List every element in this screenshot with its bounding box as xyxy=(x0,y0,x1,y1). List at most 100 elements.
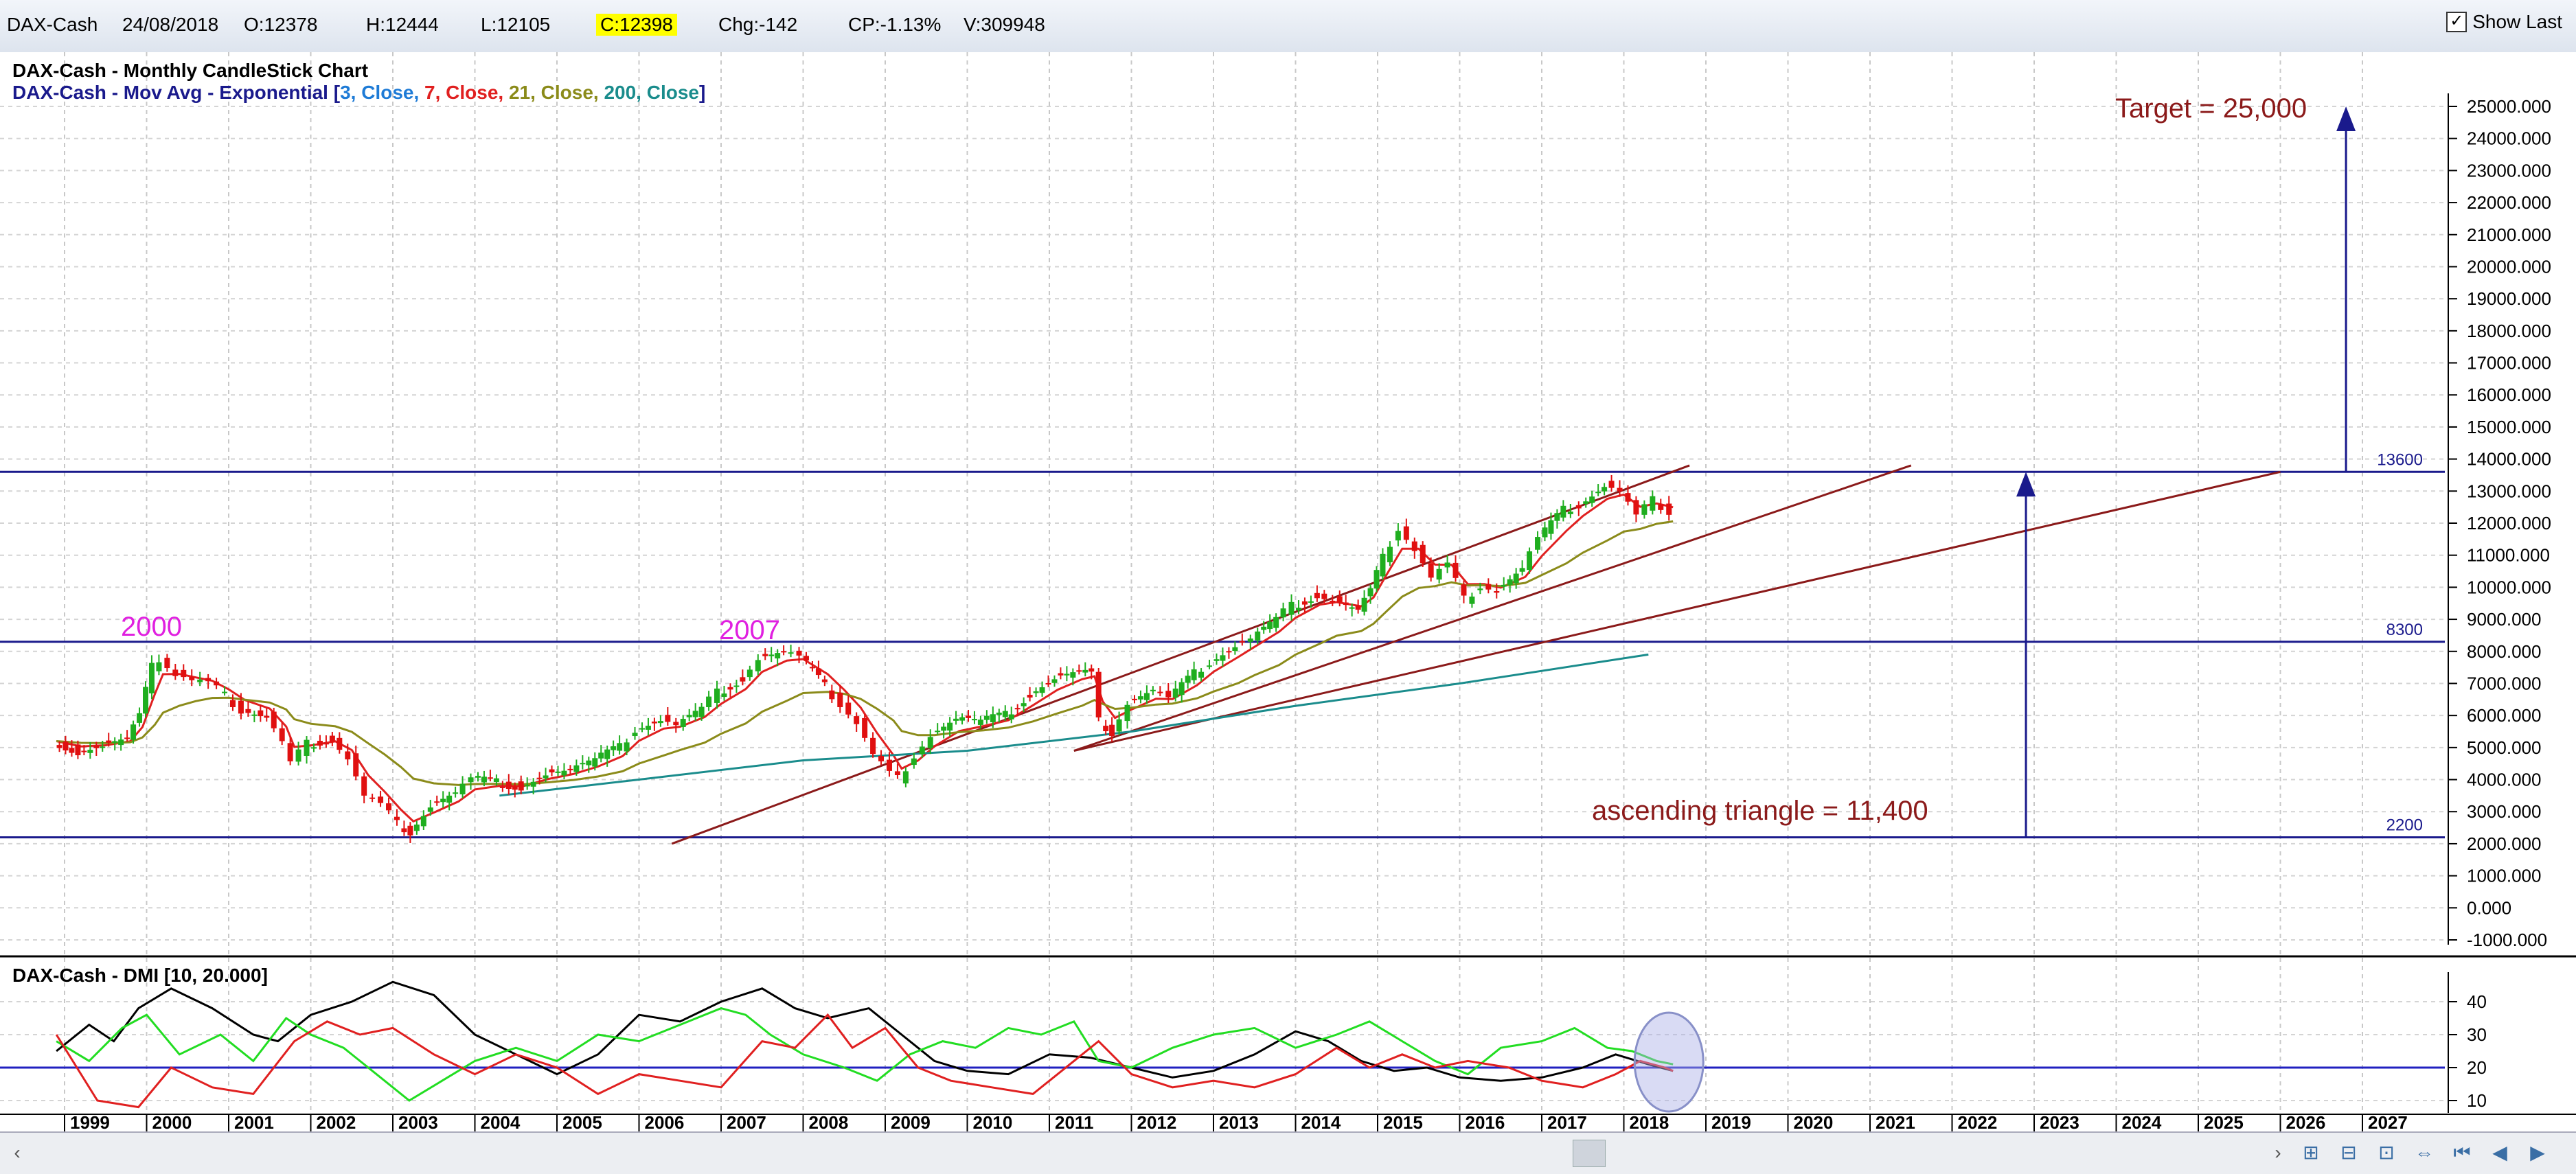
year-tick-label: 2027 xyxy=(2368,1112,2408,1131)
candle-body xyxy=(1485,584,1492,590)
candle-body xyxy=(894,771,900,776)
zoom-in-icon[interactable]: ⊞ xyxy=(2303,1142,2319,1163)
year-tick-label: 2018 xyxy=(1630,1112,1669,1131)
candle-body xyxy=(271,711,277,728)
candle-body xyxy=(941,726,947,731)
show-last-label: Show Last xyxy=(2472,11,2562,32)
candle-body xyxy=(746,669,753,678)
candle-body xyxy=(536,777,543,779)
dmi-tick-label: 40 xyxy=(2467,991,2487,1012)
candle-body xyxy=(1002,711,1008,717)
dmi-panel: 40 30 20 10 xyxy=(0,972,2487,1113)
candle-body xyxy=(1137,696,1143,700)
candle-body xyxy=(505,781,512,790)
candle-body xyxy=(983,715,990,720)
year-tick-label: 2021 xyxy=(1876,1112,1915,1131)
show-last-checkbox[interactable]: ✓ Show Last xyxy=(2446,11,2562,34)
candle-body xyxy=(1321,593,1327,599)
candle-body xyxy=(446,795,453,803)
candle-body xyxy=(1178,682,1185,695)
price-axis: 25000.000 24000.000 23000.000 22000.000 2100… xyxy=(2448,93,2551,950)
price-tick-label: 14000.000 xyxy=(2467,449,2551,470)
price-tick-label: 20000.000 xyxy=(2467,256,2551,277)
candle-body xyxy=(493,778,499,783)
candle-body xyxy=(487,777,493,779)
candle-body xyxy=(229,700,236,708)
adx-line xyxy=(56,980,1674,1082)
year-tick-label: 2007 xyxy=(727,1112,766,1131)
candle-body xyxy=(1088,668,1095,672)
candle-body xyxy=(555,771,561,773)
candle-body xyxy=(862,717,868,738)
candle-body xyxy=(1567,511,1573,514)
candle-body xyxy=(680,719,686,727)
candle-body xyxy=(1395,531,1401,541)
candle-body xyxy=(1527,551,1533,571)
expand-icon[interactable]: ⇔ xyxy=(2415,1142,2434,1163)
ma-legend-part: 200, Close xyxy=(604,82,699,103)
scrollbar-thumb[interactable] xyxy=(1573,1140,1606,1167)
checkbox-check-icon[interactable]: ✓ xyxy=(2446,11,2467,32)
horizontal-scrollbar[interactable]: ‹ › ⊞ ⊟ ⊡ ⇔ ⏮ ◀ ▶ xyxy=(0,1131,2576,1174)
year-tick-label: 2006 xyxy=(645,1112,685,1131)
candle-body xyxy=(1428,563,1434,578)
high-label: H:12444 xyxy=(366,14,439,35)
year-tick-label: 2009 xyxy=(891,1112,931,1131)
grid-lines xyxy=(0,52,2445,1113)
candle-body xyxy=(1124,704,1130,722)
candle-body xyxy=(947,722,953,731)
candle-body xyxy=(413,825,420,831)
fit-icon[interactable]: ⊡ xyxy=(2378,1142,2395,1163)
candle-body xyxy=(617,743,623,751)
step-forward-icon[interactable]: ▶ xyxy=(2530,1142,2545,1163)
candle-body xyxy=(401,828,407,833)
zoom-out-icon[interactable]: ⊟ xyxy=(2340,1142,2357,1163)
candle-body xyxy=(829,690,835,700)
ma-legend-prefix: DAX-Cash - Mov Avg - Exponential [ xyxy=(12,82,340,103)
candle-body xyxy=(323,743,329,745)
scroll-right-icon[interactable]: › xyxy=(2275,1142,2281,1163)
candle-body xyxy=(1172,688,1178,698)
candle-body xyxy=(1387,546,1393,562)
candle-body xyxy=(611,746,617,750)
candle-body xyxy=(927,737,933,748)
candle-body xyxy=(310,747,317,749)
candle-body xyxy=(369,797,376,799)
arrow-head xyxy=(2016,472,2036,497)
go-first-icon[interactable]: ⏮ xyxy=(2453,1142,2471,1163)
candle-body xyxy=(721,693,727,698)
candle-body xyxy=(755,660,761,671)
candle-body xyxy=(172,669,179,676)
candle-body xyxy=(1314,592,1320,599)
candle-body xyxy=(353,753,359,776)
time-axis: 1999 2000 2001 2002 2003 2004 2005 2006 2007 2008… xyxy=(0,1112,2576,1131)
candle-body xyxy=(1330,600,1336,603)
candle-body xyxy=(651,722,657,724)
scroll-left-icon[interactable]: ‹ xyxy=(14,1142,21,1163)
candle-body xyxy=(1666,503,1672,515)
candle-body xyxy=(329,735,335,743)
candle-body xyxy=(1519,568,1525,572)
candle-body xyxy=(686,715,692,717)
year-tick-label: 2003 xyxy=(398,1112,438,1131)
candle-body xyxy=(394,816,400,820)
price-tick-label: 5000.000 xyxy=(2467,737,2541,758)
ma-legend: DAX-Cash - Mov Avg - Exponential [3, Clo… xyxy=(12,82,705,103)
candle-body xyxy=(222,691,228,693)
candle-body xyxy=(1261,626,1267,630)
candle-body xyxy=(1226,651,1232,653)
candle-body xyxy=(953,718,959,721)
chart-canvas[interactable]: 13600 8300 2200 25000.000 24000.000 23000.00… xyxy=(0,52,2576,1131)
candle-body xyxy=(100,746,106,748)
candle-body xyxy=(1595,492,1602,494)
candle-body xyxy=(911,758,917,766)
candle-body xyxy=(1185,676,1191,683)
candle-body xyxy=(803,656,809,661)
candle-body xyxy=(427,807,433,812)
candle-body xyxy=(1064,674,1070,676)
step-back-icon[interactable]: ◀ xyxy=(2492,1142,2507,1163)
candle-body xyxy=(645,726,651,730)
ma-legend-part: 3, Close, xyxy=(340,82,424,103)
candle-body xyxy=(295,749,301,762)
candle-body xyxy=(453,792,459,794)
